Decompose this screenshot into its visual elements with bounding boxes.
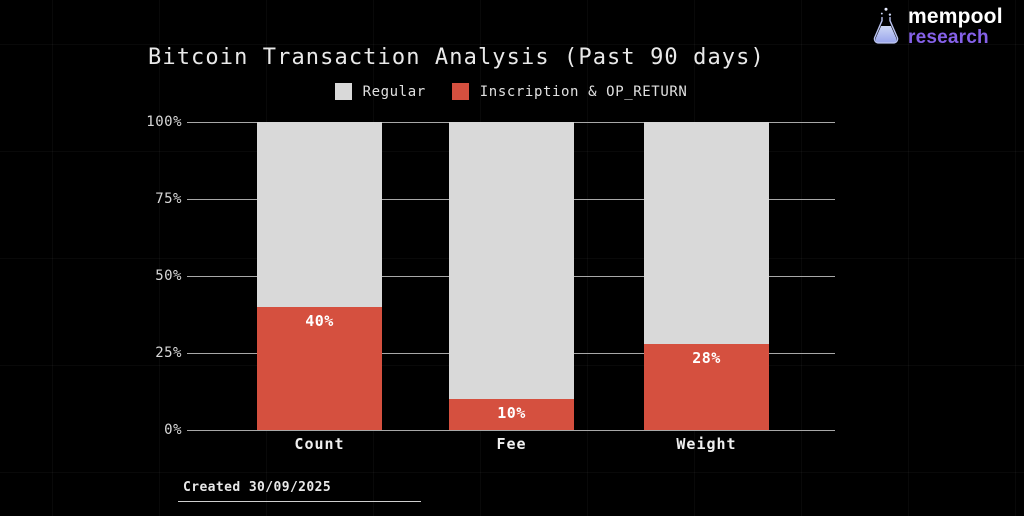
legend-swatch-icon: [334, 83, 352, 100]
chart-legend: Regular Inscription & OP_RETURN: [187, 83, 835, 100]
brand-logo-text: mempool research: [908, 6, 1003, 47]
bar-weight: 28%: [644, 122, 769, 430]
legend-item: Inscription & OP_RETURN: [451, 83, 688, 100]
brand-subtitle: research: [908, 26, 989, 48]
bar-segment-regular: [257, 122, 382, 307]
created-date-note: Created 30/09/2025: [178, 480, 421, 502]
y-axis-tick-label: 0%: [164, 422, 182, 438]
x-axis-category-label: Fee: [496, 435, 527, 453]
bar-value-label: 40%: [305, 311, 334, 330]
gridline-100: [187, 121, 835, 123]
brand-name: mempool: [908, 4, 1003, 28]
bar-segment-inscription: 28%: [644, 343, 769, 430]
bar-segment-regular: [449, 122, 574, 400]
y-axis-tick-label: 75%: [155, 191, 182, 207]
bar-fee: 10%: [449, 122, 574, 430]
bar-value-label: 10%: [497, 404, 526, 423]
x-axis-category-label: Weight: [676, 435, 737, 453]
bar-value-label: 28%: [692, 348, 721, 367]
flask-icon: [873, 7, 899, 44]
x-axis-category-label: Count: [294, 435, 345, 453]
bar-segment-regular: [644, 122, 769, 344]
y-axis-tick-label: 25%: [155, 345, 182, 361]
plot-area: 40% 10% 28%: [187, 121, 835, 431]
gridline-0: [187, 429, 835, 431]
legend-item: Regular: [334, 83, 426, 100]
legend-label: Inscription & OP_RETURN: [479, 83, 688, 100]
y-axis-tick-label: 50%: [155, 268, 182, 284]
bar-segment-inscription: 40%: [257, 306, 382, 430]
brand-logo: mempool research: [870, 5, 1003, 47]
y-axis-tick-label: 100%: [146, 114, 182, 130]
legend-swatch-icon: [451, 83, 469, 100]
legend-label: Regular: [362, 83, 426, 100]
chart-title: Bitcoin Transaction Analysis (Past 90 da…: [148, 45, 765, 70]
created-date-label: Created 30/09/2025: [183, 480, 332, 495]
bar-segment-inscription: 10%: [449, 399, 574, 430]
bar-count: 40%: [257, 122, 382, 430]
